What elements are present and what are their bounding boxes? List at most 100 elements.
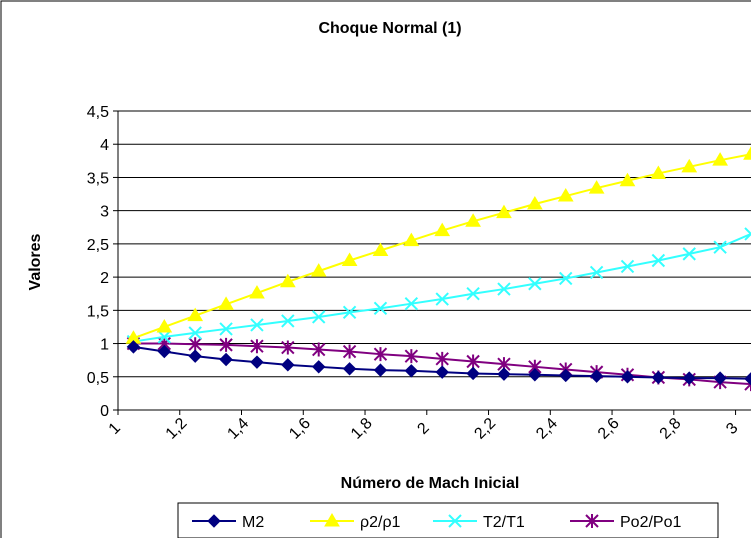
data-point: [281, 340, 295, 355]
data-point: [497, 282, 511, 296]
data-point: [373, 301, 388, 316]
series-triangle: [125, 146, 751, 344]
data-point: [650, 165, 667, 179]
data-point: [310, 263, 327, 277]
data-point: [713, 371, 727, 385]
data-point: [682, 371, 696, 385]
data-point: [219, 352, 233, 367]
data-point: [682, 247, 696, 261]
data-point: [435, 351, 449, 366]
data-point: [312, 360, 326, 374]
data-point: [342, 362, 357, 376]
data-point: [188, 326, 202, 340]
data-point: [188, 337, 202, 352]
y-tick-label: 4: [100, 137, 109, 154]
data-point: [372, 242, 389, 257]
y-axis-ticks: 0 0,5 1 1,5 2 2,5 3 3,5 4 4,5: [87, 104, 118, 420]
data-point: [403, 232, 420, 247]
data-point: [157, 344, 172, 359]
data-point: [207, 514, 221, 528]
data-point: [341, 252, 358, 266]
data-point: [526, 196, 543, 210]
data-point: [187, 307, 204, 322]
y-tick-label: 2: [100, 270, 109, 287]
data-point: [249, 285, 265, 299]
data-point: [250, 318, 264, 332]
data-point: [712, 152, 728, 166]
data-point: [651, 370, 666, 385]
data-point: [588, 180, 605, 194]
legend-label: T2/T1: [483, 514, 525, 531]
data-point: [528, 368, 542, 382]
y-axis-title: Valores: [27, 233, 44, 290]
data-point: [435, 365, 449, 379]
y-tick-label: 0: [100, 403, 109, 420]
data-point: [250, 355, 264, 369]
data-point: [620, 370, 635, 384]
data-point: [342, 305, 357, 320]
data-point: [156, 318, 173, 333]
data-point: [466, 366, 480, 381]
data-point: [219, 322, 233, 336]
chart-title: Choque Normal (1): [318, 20, 461, 37]
data-point: [651, 253, 666, 268]
data-point: [279, 273, 296, 288]
x-axis-title: Número de Mach Inicial: [341, 475, 520, 492]
data-point: [373, 347, 388, 362]
data-point: [589, 369, 604, 383]
data-point: [324, 513, 340, 527]
data-point: [620, 259, 635, 274]
data-point: [713, 240, 727, 254]
series-diamond: [126, 340, 751, 386]
data-point: [404, 349, 419, 364]
plot-frame: [117, 111, 751, 411]
series-layer: [125, 146, 751, 392]
data-point: [528, 277, 542, 291]
data-point: [250, 339, 264, 354]
data-point: [188, 349, 202, 363]
data-point: [311, 310, 326, 324]
y-tick-label: 3: [100, 204, 109, 221]
data-point: [559, 271, 573, 286]
data-point: [497, 367, 511, 381]
data-point: [466, 287, 480, 301]
data-point: [281, 358, 295, 372]
legend: M2 ρ2/ρ1 T2/T1 Po2/Po1: [177, 502, 719, 539]
data-point: [218, 296, 234, 310]
data-point: [281, 314, 295, 328]
y-tick-label: 4,5: [87, 104, 109, 121]
data-point: [559, 368, 573, 383]
data-point: [496, 204, 512, 219]
data-point: [557, 188, 574, 202]
data-point: [743, 146, 751, 160]
data-point: [619, 172, 636, 187]
data-point: [435, 292, 449, 306]
data-point: [465, 213, 481, 227]
data-point: [744, 372, 751, 386]
data-point: [744, 227, 751, 241]
y-tick-label: 3,5: [87, 170, 109, 187]
data-point: [589, 265, 604, 280]
data-point: [585, 514, 599, 528]
data-point: [681, 158, 698, 173]
data-point: [157, 330, 172, 344]
data-point: [126, 340, 141, 354]
data-point: [342, 344, 357, 359]
data-point: [404, 364, 419, 378]
y-tick-label: 1,5: [87, 303, 109, 320]
data-point: [404, 296, 419, 311]
data-point: [219, 337, 233, 352]
legend-label: Po2/Po1: [620, 514, 681, 531]
data-point: [373, 363, 388, 377]
y-tick-label: 0,5: [87, 370, 109, 387]
data-point: [311, 342, 326, 357]
legend-label: ρ2/ρ1: [360, 514, 401, 531]
y-tick-label: 1: [100, 337, 109, 354]
series-x: [126, 227, 751, 349]
y-tick-label: 2,5: [87, 237, 109, 254]
data-point: [434, 222, 451, 237]
data-point: [466, 354, 480, 369]
